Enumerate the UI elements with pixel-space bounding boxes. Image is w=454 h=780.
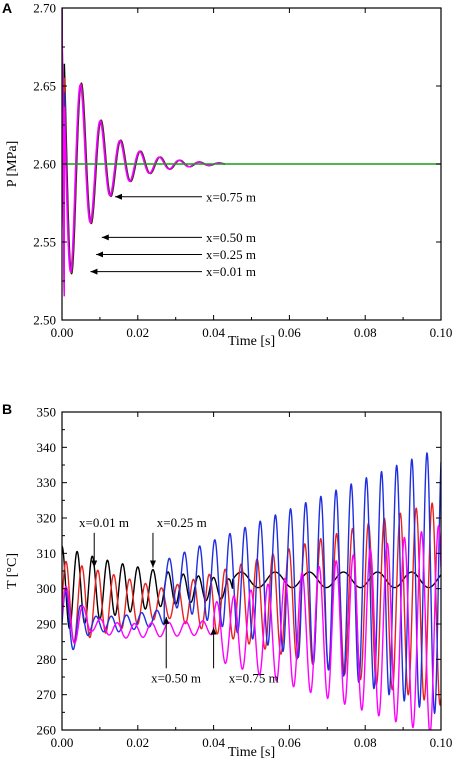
y-tick-label: 2.70: [33, 1, 56, 16]
x-tick-label: 0.06: [278, 735, 301, 750]
x-axis-label: Time [s]: [228, 745, 275, 760]
y-tick-label: 270: [37, 687, 57, 702]
annotation-label: x=0.75 m: [229, 670, 279, 685]
y-tick-label: 320: [37, 511, 57, 526]
y-tick-label: 2.65: [33, 79, 56, 94]
x-tick-label: 0.02: [126, 735, 149, 750]
annotation-label: x=0.50 m: [206, 230, 256, 245]
x-tick-label: 0.00: [51, 735, 74, 750]
y-tick-label: 340: [37, 440, 57, 455]
annotation-label: x=0.01 m: [79, 515, 129, 530]
y-axis-label: P [MPa]: [5, 141, 20, 188]
series-line-magenta: [62, 8, 225, 297]
x-tick-label: 0.04: [202, 325, 225, 340]
y-tick-label: 2.60: [33, 157, 56, 172]
panel-b: B 0.00 0.02 0.04 0.06 0.08 0.10 260 270 280 290 300…: [2, 401, 452, 760]
panel-a: A 0.00 0.02 0.04 0.06 0.08 0.10 2.50 2.55 2.60 2.6…: [2, 0, 452, 349]
plot-area: [62, 452, 441, 730]
y-tick-label: 310: [37, 546, 57, 561]
plot-area: [62, 8, 441, 297]
y-tick-label: 350: [37, 405, 57, 420]
y-tick-label: 2.55: [33, 235, 56, 250]
series-line-red: [62, 8, 226, 297]
annotation-label: x=0.75 m: [206, 189, 256, 204]
series-line-blue: [62, 452, 441, 715]
x-tick-label: 0.04: [202, 735, 225, 750]
x-tick-label: 0.08: [354, 735, 377, 750]
annotation-label: x=0.50 m: [151, 670, 201, 685]
x-tick-label: 0.10: [430, 735, 453, 750]
annotation-label: x=0.25 m: [157, 515, 207, 530]
annotation-label: x=0.25 m: [206, 247, 256, 262]
x-tick-label: 0.10: [430, 325, 453, 340]
x-axis-label: Time [s]: [228, 334, 275, 349]
panel-label: B: [2, 401, 12, 417]
y-tick-label: 260: [37, 723, 57, 738]
series-line-magenta: [62, 524, 441, 730]
panel-label: A: [2, 0, 12, 16]
x-tick-label: 0.06: [278, 325, 301, 340]
annotation-label: x=0.01 m: [206, 264, 256, 279]
y-tick-label: 2.50: [33, 313, 56, 328]
x-tick-label: 0.00: [51, 325, 74, 340]
x-tick-label: 0.08: [354, 325, 377, 340]
y-axis-label: T [°C]: [5, 553, 20, 589]
y-tick-label: 300: [37, 581, 57, 596]
y-tick-label: 290: [37, 617, 57, 632]
y-tick-label: 330: [37, 475, 57, 490]
y-tick-label: 280: [37, 652, 57, 667]
x-tick-label: 0.02: [126, 325, 149, 340]
